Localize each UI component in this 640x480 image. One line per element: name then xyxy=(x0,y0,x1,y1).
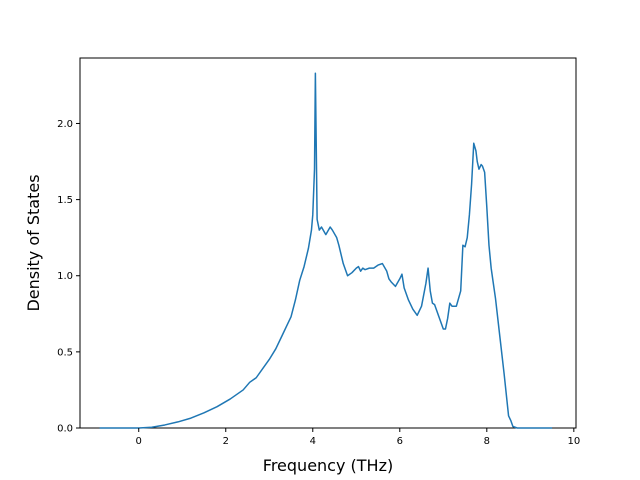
y-tick-label: 0.0 xyxy=(57,424,73,435)
x-tick-label: 10 xyxy=(567,436,580,447)
x-axis-label: Frequency (THz) xyxy=(263,456,393,475)
x-tick-label: 6 xyxy=(397,436,403,447)
y-axis-ticks: 0.0 0.5 1.0 1.5 2.0 xyxy=(57,119,80,435)
plot-frame xyxy=(79,57,577,429)
x-axis-ticks: 0 2 4 6 8 10 xyxy=(136,428,580,447)
dos-series-line xyxy=(99,72,553,429)
x-tick-label: 2 xyxy=(223,436,229,447)
series-layer xyxy=(99,72,553,429)
y-tick-label: 1.5 xyxy=(57,195,73,206)
y-tick-label: 0.5 xyxy=(57,347,73,358)
x-tick-label: 4 xyxy=(310,436,316,447)
plot-area xyxy=(79,57,577,429)
y-tick-label: 2.0 xyxy=(57,119,73,130)
x-tick-label: 8 xyxy=(484,436,490,447)
x-tick-label: 0 xyxy=(136,436,142,447)
y-tick-label: 1.0 xyxy=(57,271,73,282)
y-axis-label: Density of States xyxy=(24,174,43,311)
